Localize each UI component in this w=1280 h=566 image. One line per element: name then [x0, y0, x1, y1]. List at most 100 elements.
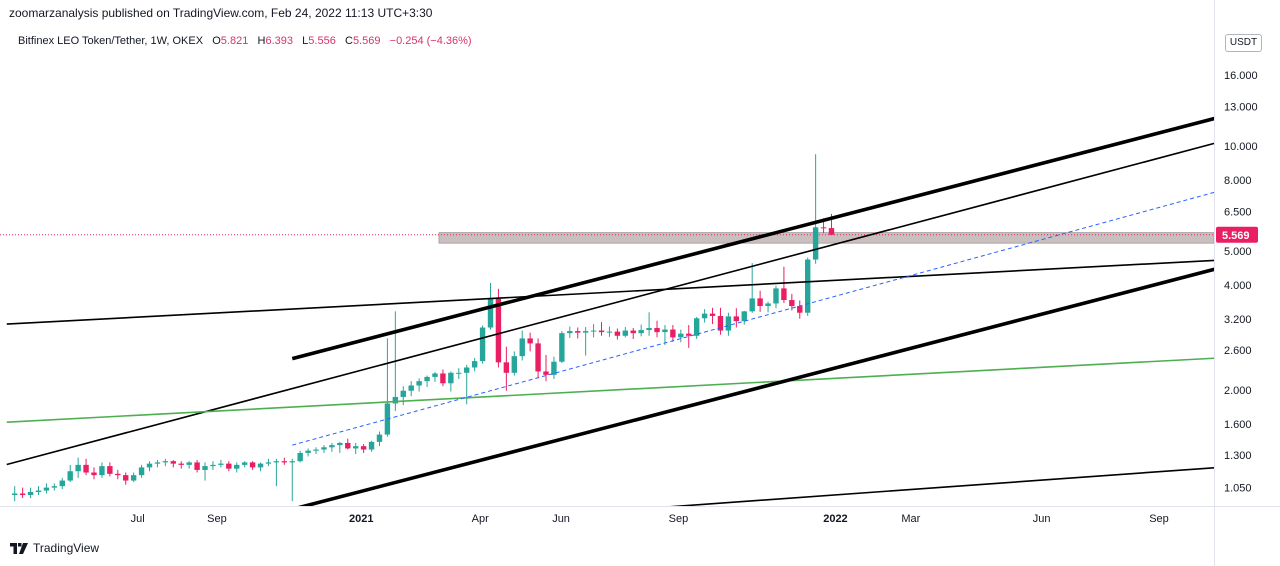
candle	[384, 338, 391, 437]
candle-body	[773, 288, 779, 304]
candle	[527, 332, 533, 352]
trend-line-thick-black[interactable]	[291, 61, 1280, 361]
change-value: −0.254 (−4.36%)	[389, 35, 472, 47]
candle	[257, 462, 264, 472]
candle-body	[138, 467, 145, 476]
candle	[51, 483, 58, 491]
candle	[797, 300, 803, 319]
candle	[456, 368, 462, 380]
candle	[693, 316, 700, 339]
candles	[12, 154, 835, 502]
candle	[765, 301, 771, 313]
low-label: L	[302, 35, 309, 47]
low-value: 5.556	[308, 35, 336, 47]
candle	[59, 477, 65, 490]
candle	[202, 462, 208, 481]
y-tick-label: 10.000	[1224, 141, 1258, 153]
candle-body	[59, 480, 65, 487]
candle-body	[638, 330, 644, 334]
candle-body	[329, 445, 335, 448]
candle	[146, 461, 153, 472]
y-tick-label: 8.000	[1224, 175, 1252, 187]
candle	[249, 461, 256, 470]
candle	[701, 309, 708, 323]
high-value: 6.393	[265, 35, 293, 47]
candle-body	[99, 466, 105, 476]
candle	[75, 457, 81, 478]
x-tick-label: Sep	[1149, 513, 1169, 525]
candle	[289, 458, 295, 502]
candle	[606, 326, 613, 337]
candle	[35, 486, 42, 496]
candle	[582, 327, 589, 356]
candle	[337, 441, 343, 453]
candle-body	[456, 372, 462, 374]
candle-body	[567, 331, 573, 334]
trend-line-dashed-blue[interactable]	[292, 132, 1280, 446]
candle-body	[487, 298, 494, 328]
candle-body	[376, 434, 383, 442]
currency-button[interactable]: USDT	[1225, 34, 1262, 52]
candle	[162, 458, 169, 467]
trend-line-thin-black[interactable]	[6, 28, 1280, 466]
trend-line-thin-black[interactable]	[7, 437, 1280, 555]
trend-line-thick-black[interactable]	[292, 212, 1280, 509]
candle-body	[662, 329, 668, 333]
candle	[424, 375, 430, 387]
candle	[535, 338, 541, 379]
candle-body	[226, 463, 232, 469]
candle	[519, 330, 525, 361]
candle-body	[321, 447, 327, 450]
candle	[741, 310, 747, 325]
candle-body	[741, 311, 747, 322]
candle	[273, 458, 280, 487]
candle	[805, 257, 811, 316]
candle	[43, 483, 50, 494]
candle	[123, 472, 129, 485]
candle-body	[559, 333, 565, 362]
x-tick-label: Sep	[207, 513, 227, 525]
candle-body	[606, 331, 613, 333]
candle	[757, 290, 763, 312]
candle-body	[146, 463, 153, 468]
candle-body	[297, 452, 303, 462]
candle	[749, 263, 755, 313]
candle-body	[646, 328, 652, 331]
y-tick-label: 3.200	[1224, 314, 1252, 326]
footer-brand[interactable]: TradingView	[10, 541, 99, 555]
candle-body	[241, 462, 248, 465]
candle-body	[551, 361, 557, 375]
candle-body	[733, 316, 740, 322]
candle	[27, 487, 34, 499]
candle-body	[424, 376, 430, 382]
x-tick-label: Mar	[901, 513, 920, 525]
candle	[717, 307, 724, 335]
candle-body	[67, 471, 73, 481]
resistance-zone	[438, 232, 1214, 244]
candle	[686, 325, 692, 348]
candle-body	[19, 493, 26, 496]
y-tick-label: 5.000	[1224, 246, 1252, 258]
trend-line-thin-black[interactable]	[6, 238, 1280, 325]
candle-body	[471, 361, 478, 368]
candle-body	[511, 356, 517, 373]
candle-body	[654, 328, 660, 333]
candle	[630, 328, 636, 339]
candle-body	[464, 367, 470, 373]
candle	[281, 457, 288, 465]
candle	[19, 487, 26, 499]
candle-body	[765, 303, 771, 307]
candle	[543, 354, 549, 382]
candle	[638, 324, 644, 337]
candle-body	[281, 461, 288, 463]
candle-body	[598, 330, 605, 333]
candle-body	[35, 490, 42, 493]
close-value: 5.569	[352, 35, 381, 47]
candle	[551, 356, 557, 380]
candle-body	[170, 461, 176, 464]
trend-line-thin-green[interactable]	[6, 335, 1280, 423]
y-tick-label: 4.000	[1224, 280, 1252, 292]
time-axis: Jul Sep 2021 Apr Jun Sep 2022 Mar Jun Sep	[131, 513, 1169, 525]
high-label: H	[257, 35, 266, 47]
